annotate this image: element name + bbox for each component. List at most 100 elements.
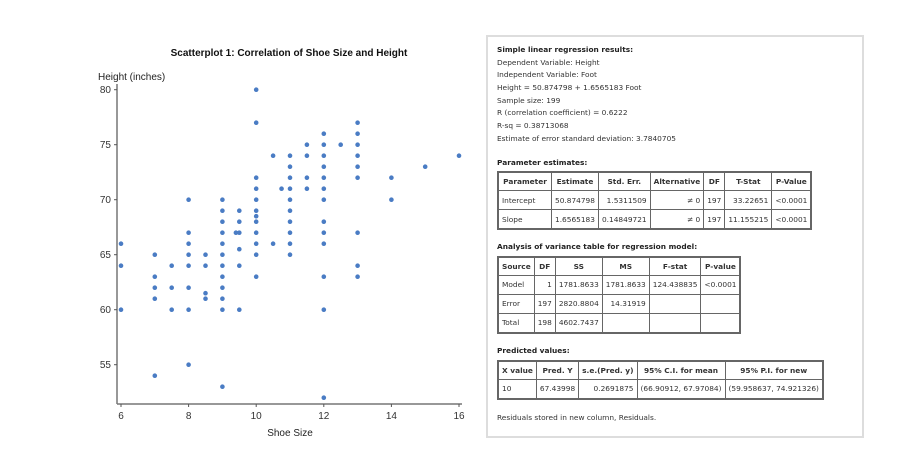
table-row: 10 67.43998 0.2691875 (66.90912, 67.97084)(… (497, 378, 824, 400)
data-point (237, 246, 242, 252)
predicted-values-title: Predicted values: (497, 345, 570, 355)
table-header-row: Parameter Estimate Std. Err. Alternative DF T… (497, 171, 812, 192)
data-point (203, 290, 208, 296)
table-cell: 33.22651 (724, 190, 773, 211)
data-point (321, 197, 327, 202)
data-point (270, 241, 276, 246)
data-point (321, 219, 327, 224)
result-line: R-sq = 0.38713068 (497, 121, 569, 131)
table-cell: Total (497, 312, 535, 334)
result-line: Dependent Variable: Height (497, 57, 600, 67)
y-tick-label: 55 (100, 360, 112, 371)
data-point (152, 285, 158, 291)
table-cell: 1 (533, 274, 556, 295)
x-tick-label: 8 (186, 411, 192, 422)
y-tick-label: 60 (100, 305, 112, 316)
data-point (169, 285, 174, 291)
data-point (287, 197, 293, 202)
data-point (186, 307, 191, 313)
data-point (253, 219, 259, 224)
data-point (220, 230, 225, 235)
table-cell: 1781.8633 (554, 274, 603, 295)
y-axis-label: Height (inches) (98, 72, 165, 83)
table-cell: 1.6565183 (551, 209, 599, 230)
data-point (287, 164, 293, 169)
data-point (220, 285, 225, 291)
data-point (338, 142, 344, 147)
data-point (287, 252, 293, 257)
data-point (253, 87, 259, 92)
data-point (287, 208, 293, 213)
data-point (203, 296, 208, 302)
table-cell: Error (497, 293, 535, 314)
data-point (321, 395, 327, 401)
data-point (456, 153, 462, 158)
data-point (220, 274, 225, 280)
data-point (169, 307, 174, 313)
data-point (422, 164, 428, 169)
data-point (253, 120, 259, 125)
x-tick-label: 16 (453, 411, 465, 422)
table-cell (601, 312, 650, 334)
data-point (321, 307, 327, 313)
residuals-note: Residuals stored in new column, Residual… (497, 412, 657, 422)
data-point (186, 197, 191, 202)
column-header: P-Value (771, 171, 812, 192)
data-point (279, 186, 284, 191)
table-cell (648, 312, 702, 334)
table-cell: 50.874798 (551, 190, 599, 211)
data-point (237, 307, 242, 313)
table-cell: 197 (703, 209, 726, 230)
column-header: T-Stat (724, 171, 773, 192)
data-point (253, 230, 259, 235)
data-point (152, 373, 158, 379)
data-point (287, 241, 293, 246)
column-header: Pred. Y (535, 360, 580, 380)
table-cell (648, 293, 702, 314)
data-point (304, 142, 310, 147)
column-header: DF (703, 171, 726, 192)
column-header: P-value (700, 256, 741, 276)
data-point (355, 164, 360, 169)
table-cell: 0.2691875 (578, 378, 638, 400)
data-point (321, 186, 327, 191)
data-point (304, 186, 310, 191)
data-point (321, 142, 327, 147)
data-point (152, 274, 158, 280)
data-point (220, 296, 225, 302)
data-point (304, 175, 310, 180)
data-point (253, 186, 259, 191)
data-point (152, 296, 158, 302)
table-cell: (66.90912, 67.97084) (636, 378, 726, 400)
table-row: Slope 1.6565183 0.14849721 ≠ 0 197 11.155215 <… (497, 209, 812, 230)
column-header: 95% P.I. for new (724, 360, 824, 380)
data-point (253, 252, 259, 257)
column-header: DF (533, 256, 556, 276)
table-cell: 124.438835 (648, 274, 702, 295)
column-header: Alternative (649, 171, 705, 192)
data-point (287, 219, 293, 224)
column-header: s.e.(Pred. y) (578, 360, 638, 380)
anova-table: Source DF SS MS F-stat P-value Model 1 1781.8633… (497, 255, 742, 334)
table-cell: <0.0001 (771, 209, 812, 230)
table-cell: ≠ 0 (649, 209, 705, 230)
data-point (118, 263, 124, 269)
x-tick-label: 6 (118, 411, 124, 422)
table-cell: ≠ 0 (649, 190, 705, 211)
table-cell: Slope (497, 209, 552, 230)
data-point (287, 153, 293, 158)
data-point (220, 384, 225, 390)
column-header: Estimate (551, 171, 599, 192)
table-cell (700, 293, 741, 314)
data-point (355, 131, 360, 136)
data-point (321, 153, 327, 158)
table-cell: 0.14849721 (597, 209, 651, 230)
data-point (203, 263, 208, 269)
data-point (321, 175, 327, 180)
y-tick-label: 70 (100, 195, 112, 206)
data-point (237, 219, 242, 224)
table-cell: 1781.8633 (601, 274, 650, 295)
data-point (253, 213, 259, 219)
column-header: F-stat (648, 256, 702, 276)
